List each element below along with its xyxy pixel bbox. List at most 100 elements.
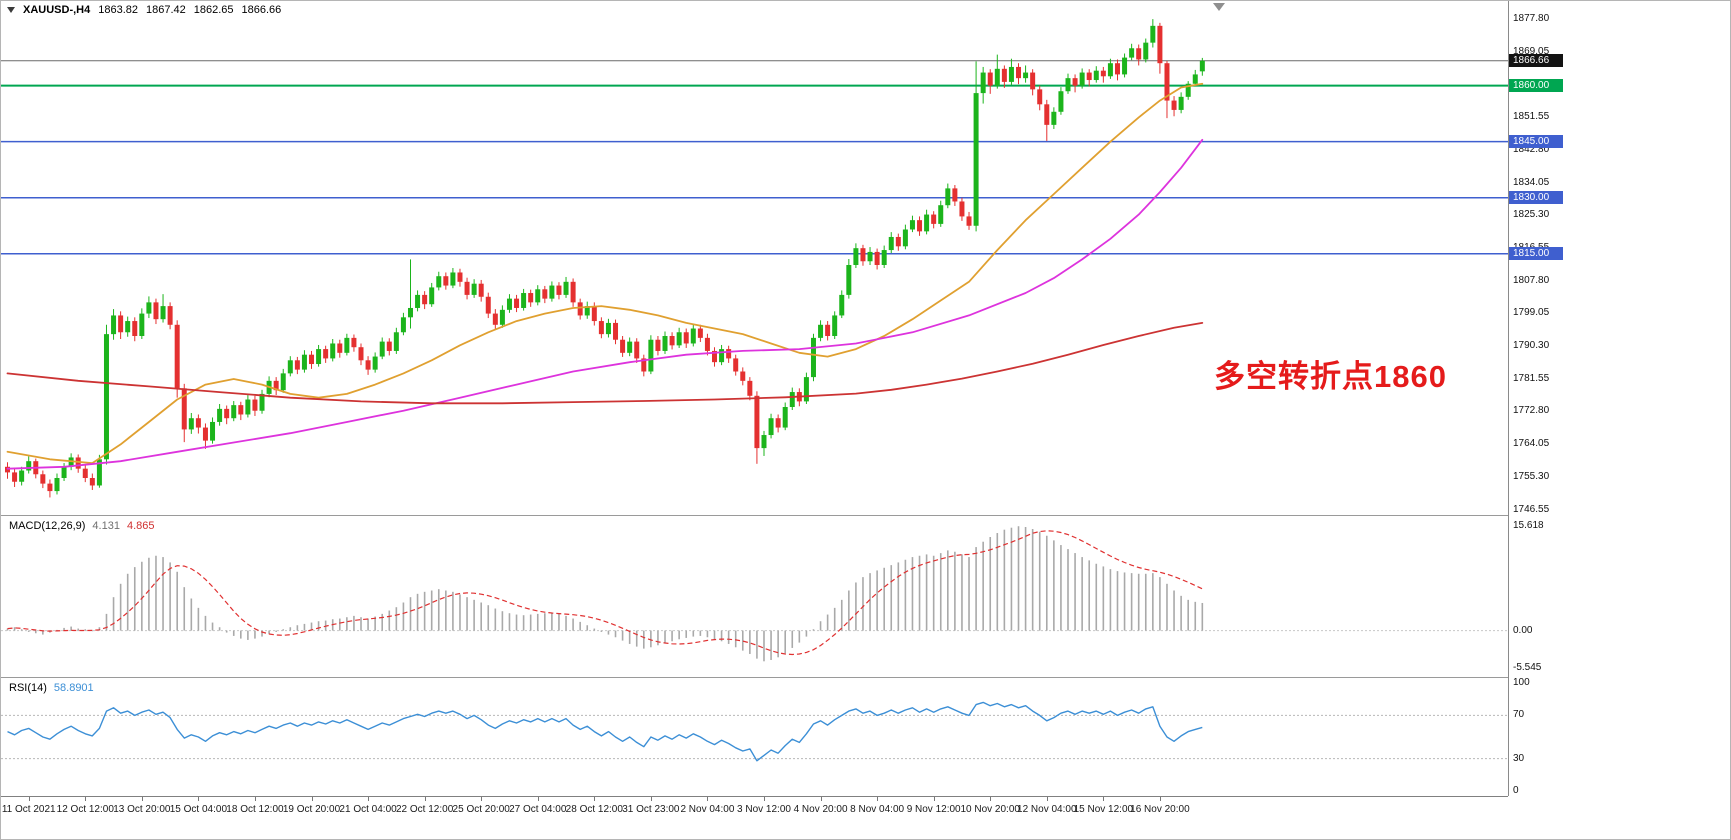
macd-signal-line <box>7 530 1203 656</box>
price-tick-label: 1825.30 <box>1513 209 1550 221</box>
time-axis[interactable]: 11 Oct 2021 12 Oct 12:00 13 Oct 20:00 15 Oc… <box>1 797 1730 829</box>
macd-panel-chart[interactable] <box>1 516 1508 677</box>
panel-divider[interactable] <box>1 515 1508 516</box>
candle-body <box>40 474 46 484</box>
candle-body <box>146 302 152 314</box>
candle-body <box>54 478 60 492</box>
candle-body <box>1008 66 1014 82</box>
candle-body <box>810 337 816 378</box>
candle-body <box>1100 70 1106 77</box>
macd-tick-label: -5.545 <box>1513 661 1542 673</box>
candle-body <box>202 427 208 441</box>
candle-body <box>1185 83 1191 97</box>
candle-body <box>181 388 187 430</box>
candle-body <box>1171 100 1177 110</box>
candle-body <box>924 214 930 232</box>
candle-body <box>400 317 406 333</box>
time-label: 12 Oct 12:00 <box>56 804 114 815</box>
time-axis-tick <box>424 797 426 801</box>
price-tick-label: 1746.55 <box>1513 503 1550 515</box>
candle-body <box>238 405 244 415</box>
ohlc-low-value: 1862.65 <box>193 3 234 16</box>
candle-body <box>931 214 937 224</box>
price-tick-label: 1851.55 <box>1513 111 1550 123</box>
candle-body <box>499 309 505 325</box>
candle-body <box>846 265 852 295</box>
time-label: 22 Oct 12:00 <box>395 804 454 815</box>
candle-body <box>613 322 619 340</box>
candle-body <box>358 347 364 361</box>
candle-body <box>1192 74 1198 84</box>
candle-body <box>407 307 413 318</box>
candle-body <box>697 328 703 338</box>
candle-body <box>309 354 315 365</box>
candle-body <box>549 285 555 299</box>
time-label: 8 Nov 04:00 <box>850 804 905 815</box>
candle-body <box>252 399 258 411</box>
candle-body <box>1107 63 1113 77</box>
candle-body <box>450 272 456 286</box>
price-tick-label: 1869.05 <box>1513 45 1550 57</box>
candle-body <box>726 349 732 359</box>
candle-body <box>301 354 307 370</box>
current-price-badge: 1866.66 <box>1509 54 1563 68</box>
candle-body <box>160 306 166 320</box>
candle-body <box>521 293 527 308</box>
candle-body <box>210 421 216 441</box>
time-axis-tick <box>254 797 256 801</box>
candle-body <box>768 418 774 436</box>
time-label: 31 Oct 23:00 <box>622 804 680 815</box>
one-click-trading-toggle-icon[interactable] <box>7 6 15 13</box>
candle-body <box>224 408 230 419</box>
candle-body <box>980 72 986 94</box>
price-level-badge: 1845.00 <box>1509 135 1563 149</box>
candle-body <box>605 322 611 335</box>
candle-body <box>563 281 569 295</box>
price-tick-label: 1799.05 <box>1513 307 1550 319</box>
candle-body <box>825 324 831 337</box>
rsi-line <box>7 701 1203 762</box>
candle-body <box>853 248 859 265</box>
candle-body <box>26 461 32 471</box>
rsi-panel-chart[interactable] <box>1 678 1508 796</box>
candle-body <box>457 272 463 282</box>
price-tick-label: 1781.55 <box>1513 372 1550 384</box>
candle-body <box>874 251 880 265</box>
candle-body <box>1086 72 1092 81</box>
candle-body <box>832 315 838 337</box>
candle-body <box>959 201 965 217</box>
time-axis-tick <box>198 797 200 801</box>
price-level-badge: 1815.00 <box>1509 247 1563 261</box>
candle-body <box>111 315 117 335</box>
candle-body <box>881 250 887 265</box>
candle-body <box>153 302 159 320</box>
candle-body <box>365 360 371 370</box>
price-tick-label: 1807.80 <box>1513 274 1550 286</box>
candle-body <box>1037 89 1043 105</box>
time-label: 2 Nov 04:00 <box>680 804 735 815</box>
time-axis-tick <box>877 797 879 801</box>
candle-body <box>139 313 145 337</box>
candle-body <box>443 276 449 286</box>
candle-body <box>909 220 915 230</box>
time-label: 11 Oct 2021 <box>1 804 56 815</box>
time-label: 15 Oct 04:00 <box>169 804 228 815</box>
rsi-tick-label: 30 <box>1513 752 1525 764</box>
candle-body <box>754 395 760 449</box>
candle-body <box>1079 72 1085 86</box>
candle-body <box>902 229 908 247</box>
candle-body <box>429 287 435 305</box>
price-tick-label: 1842.80 <box>1513 143 1550 155</box>
candle-body <box>125 321 131 333</box>
symbol-timeframe-label: XAUUSD-,H4 <box>23 3 91 16</box>
chart-shift-marker-icon[interactable] <box>1213 3 1225 11</box>
panel-divider[interactable] <box>1 677 1508 678</box>
rsi-tick-label: 100 <box>1513 677 1530 688</box>
candle-body <box>542 289 548 299</box>
candle-body <box>415 294 421 308</box>
main-price-chart[interactable] <box>1 1 1508 515</box>
price-tick-label: 1764.05 <box>1513 438 1550 450</box>
candle-body <box>464 281 470 295</box>
candle-body <box>188 418 194 430</box>
